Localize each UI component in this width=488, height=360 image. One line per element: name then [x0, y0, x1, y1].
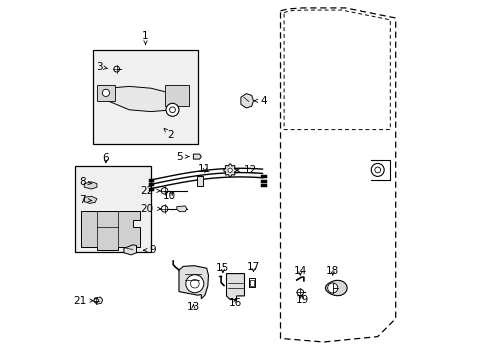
Circle shape: [114, 66, 120, 72]
Polygon shape: [223, 164, 236, 177]
Circle shape: [166, 103, 179, 116]
Text: 1: 1: [142, 31, 148, 44]
Polygon shape: [84, 182, 97, 189]
Circle shape: [161, 206, 167, 212]
Text: 2: 2: [164, 129, 174, 140]
Bar: [165, 85, 188, 106]
Text: 9: 9: [143, 245, 155, 255]
Polygon shape: [241, 94, 253, 108]
Polygon shape: [193, 154, 201, 159]
Bar: [93, 50, 197, 144]
Text: 20: 20: [141, 204, 161, 214]
Polygon shape: [177, 206, 186, 212]
Text: 5: 5: [176, 152, 188, 162]
Text: 12: 12: [236, 165, 257, 175]
Text: 4: 4: [254, 96, 267, 106]
Bar: [197, 176, 203, 186]
Bar: [97, 85, 115, 101]
Text: 18: 18: [325, 266, 339, 276]
Text: 6: 6: [102, 153, 109, 163]
Polygon shape: [226, 274, 244, 300]
Circle shape: [94, 298, 98, 303]
Circle shape: [370, 163, 384, 176]
Circle shape: [227, 168, 232, 172]
Circle shape: [161, 188, 167, 194]
Text: 13: 13: [186, 302, 200, 312]
Text: 10: 10: [162, 191, 175, 201]
Bar: [249, 278, 254, 287]
Circle shape: [185, 275, 203, 293]
Circle shape: [102, 89, 109, 96]
Bar: [75, 166, 151, 252]
Polygon shape: [123, 245, 136, 255]
Polygon shape: [81, 211, 140, 250]
Text: 8: 8: [80, 177, 92, 187]
Circle shape: [327, 283, 337, 293]
Text: 17: 17: [246, 262, 260, 272]
Text: 21: 21: [73, 296, 93, 306]
Polygon shape: [94, 297, 102, 304]
Polygon shape: [84, 196, 97, 203]
Text: 16: 16: [228, 298, 242, 308]
Text: 19: 19: [295, 294, 308, 305]
Text: 14: 14: [293, 266, 306, 276]
Polygon shape: [325, 280, 346, 296]
Text: 22: 22: [140, 186, 160, 196]
Text: 3: 3: [96, 62, 107, 72]
Polygon shape: [179, 266, 208, 299]
Text: 7: 7: [80, 195, 92, 205]
Circle shape: [296, 289, 303, 296]
Text: 11: 11: [198, 164, 211, 174]
Polygon shape: [101, 86, 183, 112]
Bar: [250, 280, 253, 286]
Text: 15: 15: [216, 263, 229, 273]
